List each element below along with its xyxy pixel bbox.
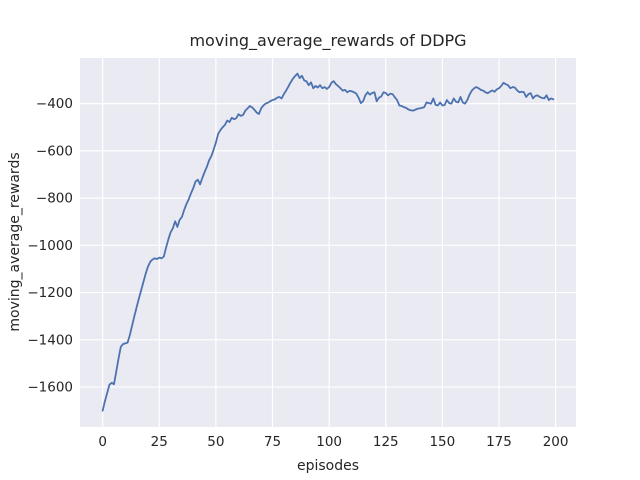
chart-title: moving_average_rewards of DDPG (189, 31, 466, 51)
x-tick-label: 150 (429, 434, 455, 450)
x-axis-label: episodes (297, 458, 359, 474)
x-tick-label: 25 (151, 434, 168, 450)
gridlines (80, 58, 576, 427)
x-tick-label: 75 (264, 434, 281, 450)
y-tick-label: −1400 (27, 332, 73, 348)
y-axis-label: moving_average_rewards (7, 152, 23, 331)
y-tick-label: −400 (36, 96, 73, 112)
x-tick-label: 200 (543, 434, 569, 450)
x-tick-label: 0 (98, 434, 107, 450)
ddpg-reward-line (101, 72, 555, 412)
y-tick-label: −800 (36, 191, 73, 207)
y-tick-label: −600 (36, 143, 73, 159)
x-tick-label: 125 (373, 434, 399, 450)
y-tick-labels: −400 −600 −800 −1000 −1200 −1400 −1600 (27, 96, 73, 395)
y-tick-label: −1600 (27, 380, 73, 396)
y-tick-label: −1200 (27, 285, 73, 301)
x-tick-label: 100 (316, 434, 342, 450)
x-tick-label: 50 (207, 434, 224, 450)
plot-background (80, 58, 576, 427)
y-tick-label: −1000 (27, 238, 73, 254)
x-tick-labels: 0 25 50 75 100 125 150 175 200 (98, 434, 568, 450)
x-tick-label: 175 (486, 434, 512, 450)
